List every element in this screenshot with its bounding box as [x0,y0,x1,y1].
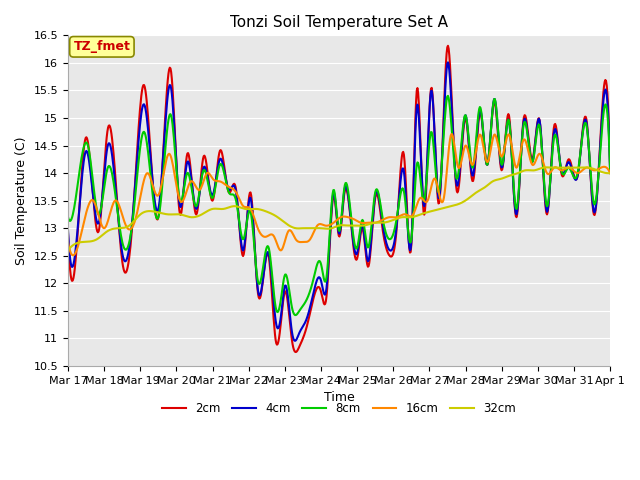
32cm [410,214,417,220]
8cm [477,105,484,111]
32cm [64,247,72,253]
2cm [97,207,105,213]
16cm [447,131,455,137]
2cm [477,110,484,116]
8cm [291,312,299,318]
Legend: 2cm, 4cm, 8cm, 16cm, 32cm: 2cm, 4cm, 8cm, 16cm, 32cm [157,397,521,420]
8cm [444,93,452,99]
2cm [292,349,300,355]
32cm [379,220,387,226]
2cm [410,161,418,167]
4cm [410,168,418,174]
Line: 16cm: 16cm [68,134,610,255]
8cm [532,135,540,141]
16cm [532,156,540,162]
4cm [394,210,402,216]
4cm [64,228,72,234]
16cm [64,239,72,245]
Title: Tonzi Soil Temperature Set A: Tonzi Soil Temperature Set A [230,15,448,30]
Y-axis label: Soil Temperature (C): Soil Temperature (C) [15,136,28,265]
8cm [410,199,418,204]
16cm [606,170,614,176]
4cm [606,170,614,176]
Line: 32cm: 32cm [68,168,610,250]
32cm [606,170,614,176]
32cm [531,168,539,173]
2cm [444,43,452,48]
4cm [477,108,484,113]
16cm [98,223,106,228]
16cm [69,252,77,258]
8cm [380,220,387,226]
32cm [543,165,550,170]
32cm [476,188,483,193]
2cm [394,210,402,216]
2cm [380,232,387,238]
X-axis label: Time: Time [324,391,355,404]
16cm [380,216,387,222]
16cm [394,214,402,220]
Text: TZ_fmet: TZ_fmet [74,40,131,53]
2cm [606,168,614,173]
8cm [394,209,402,215]
Line: 4cm: 4cm [68,62,610,341]
4cm [380,227,387,232]
4cm [444,60,452,65]
32cm [393,216,401,221]
4cm [532,131,540,137]
16cm [477,132,484,138]
16cm [410,210,418,216]
Line: 2cm: 2cm [68,46,610,352]
8cm [606,168,614,173]
4cm [97,204,105,209]
8cm [97,204,105,210]
2cm [532,129,540,135]
Line: 8cm: 8cm [68,96,610,315]
32cm [97,233,105,239]
2cm [64,231,72,237]
8cm [64,214,72,220]
4cm [291,338,299,344]
